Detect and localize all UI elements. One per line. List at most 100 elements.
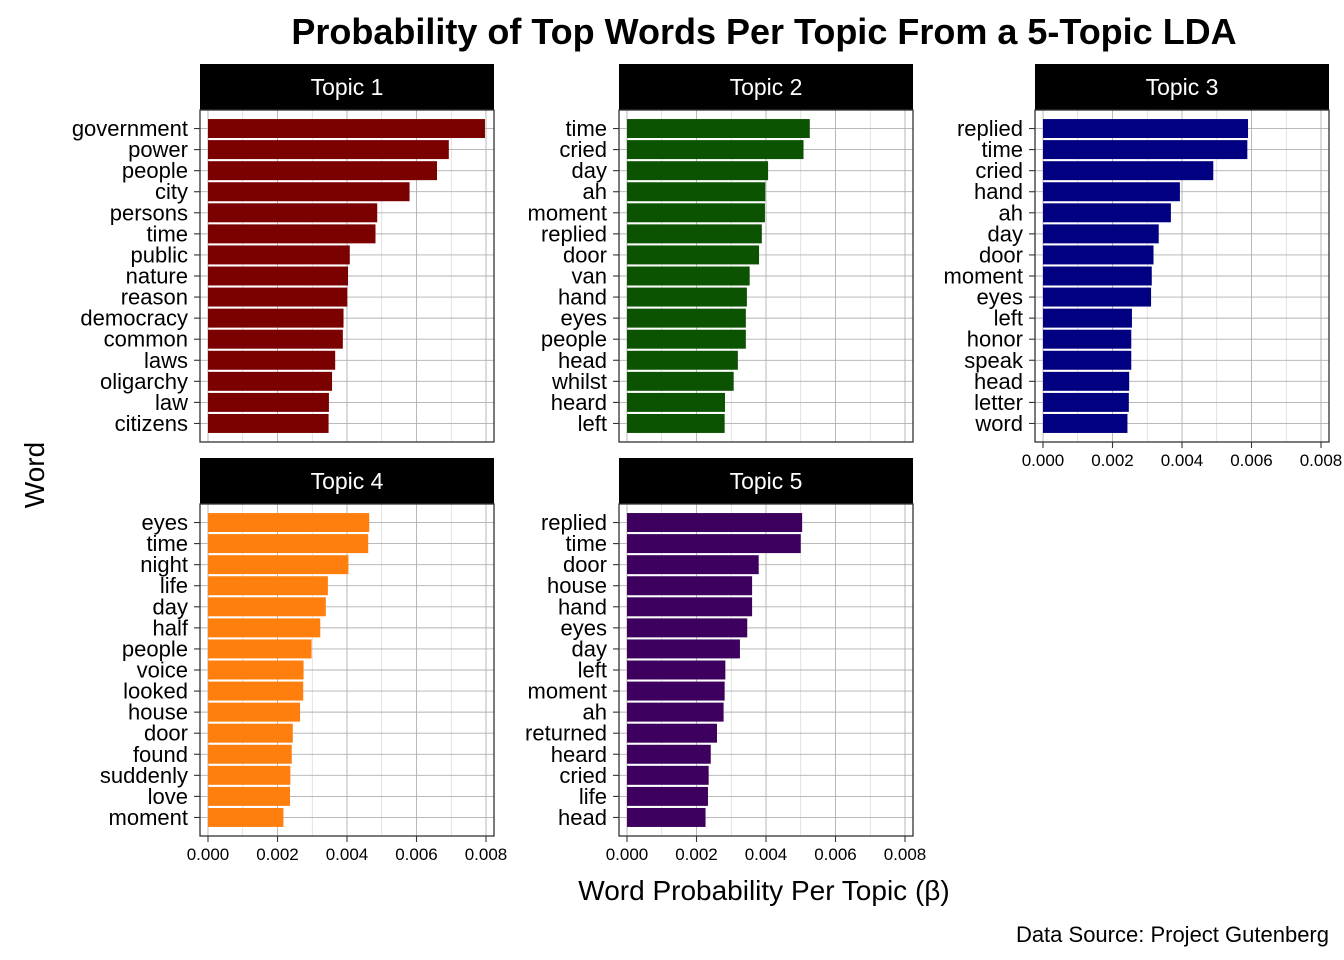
bar-heard xyxy=(627,392,725,412)
word-label: door xyxy=(144,721,188,746)
bar-letter xyxy=(1043,392,1129,412)
bar-life xyxy=(208,576,328,596)
word-label: eyes xyxy=(561,306,607,331)
word-label: cried xyxy=(559,763,607,788)
x-tick-label: 0.004 xyxy=(326,845,369,864)
x-tick-label: 0.004 xyxy=(745,845,788,864)
word-label: suddenly xyxy=(100,763,188,788)
word-label: time xyxy=(146,531,188,556)
word-label: day xyxy=(572,158,607,183)
word-label: power xyxy=(128,137,188,162)
bar-door xyxy=(208,723,293,743)
bar-returned xyxy=(627,723,718,743)
bar-moment xyxy=(1043,266,1152,286)
word-label: hand xyxy=(558,285,607,310)
bar-day xyxy=(208,597,326,617)
word-label: love xyxy=(148,784,188,809)
bar-public xyxy=(208,245,350,265)
bar-half xyxy=(208,618,321,638)
x-tick-label: 0.000 xyxy=(187,845,230,864)
facet-panel-topic-2: Topic 2 timecrieddayahmomentreplieddoorva… xyxy=(528,64,914,443)
bar-ah xyxy=(1043,203,1171,223)
bar-time xyxy=(1043,140,1248,160)
bar-eyes xyxy=(208,513,370,533)
word-label: door xyxy=(979,242,1023,267)
x-tick-label: 0.002 xyxy=(256,845,299,864)
word-label: nature xyxy=(126,264,188,289)
bar-eyes xyxy=(627,308,746,328)
bar-reason xyxy=(208,287,348,307)
word-label: public xyxy=(131,242,188,267)
x-tick-label: 0.000 xyxy=(1022,451,1065,470)
bar-replied xyxy=(1043,119,1249,139)
facet-panel-topic-1: Topic 1 governmentpowerpeoplecitypersonst… xyxy=(72,64,495,443)
word-label: eyes xyxy=(142,510,188,535)
word-label: day xyxy=(572,636,607,661)
word-label: speak xyxy=(964,348,1024,373)
word-label: government xyxy=(72,116,188,141)
word-label: day xyxy=(988,221,1023,246)
word-label: people xyxy=(122,158,188,183)
word-label: whilst xyxy=(551,369,607,394)
bar-people xyxy=(627,329,746,349)
bar-honor xyxy=(1043,329,1132,349)
bar-house xyxy=(208,702,301,722)
bar-door xyxy=(627,555,759,575)
panel-border xyxy=(618,109,914,443)
facet-panels: Topic 1governmentpowerpeoplecitypersonst… xyxy=(72,64,1342,864)
facet-panel-topic-5: Topic 5 repliedtimedoorhousehandeyesdayle… xyxy=(525,458,926,864)
bar-heard xyxy=(627,744,711,764)
bar-day xyxy=(1043,224,1159,244)
facet-strip-label: Topic 1 xyxy=(311,74,384,100)
facet-strip-label: Topic 5 xyxy=(730,468,803,494)
y-axis-title: Word xyxy=(19,442,50,508)
word-label: cried xyxy=(975,158,1023,183)
bar-suddenly xyxy=(208,765,291,785)
bar-head xyxy=(627,350,738,370)
bar-cried xyxy=(1043,161,1214,181)
bar-left xyxy=(627,660,726,680)
word-label: democracy xyxy=(80,306,188,331)
facet-strip-label: Topic 4 xyxy=(311,468,384,494)
word-label: time xyxy=(565,531,607,556)
word-label: left xyxy=(578,658,607,683)
bar-life xyxy=(627,786,708,806)
bar-cried xyxy=(627,140,804,160)
chart-title: Probability of Top Words Per Topic From … xyxy=(291,11,1236,52)
bar-word xyxy=(1043,413,1128,433)
facet-strip-label: Topic 3 xyxy=(1146,74,1219,100)
bar-head xyxy=(1043,371,1130,391)
bar-common xyxy=(208,329,343,349)
facet-strip xyxy=(619,64,913,110)
word-label: people xyxy=(541,327,607,352)
bar-time xyxy=(627,534,801,554)
x-tick-label: 0.002 xyxy=(1091,451,1134,470)
word-label: head xyxy=(558,805,607,830)
x-axis-title: Word Probability Per Topic (β) xyxy=(578,875,949,906)
word-label: city xyxy=(155,179,188,204)
facet-strip-label: Topic 2 xyxy=(730,74,803,100)
word-label: ah xyxy=(583,700,607,725)
x-tick-label: 0.008 xyxy=(884,845,927,864)
word-label: ah xyxy=(583,179,607,204)
word-label: moment xyxy=(109,805,188,830)
bar-persons xyxy=(208,203,378,223)
word-label: ah xyxy=(999,200,1023,225)
word-label: door xyxy=(563,242,607,267)
word-label: eyes xyxy=(561,615,607,640)
bar-time xyxy=(208,224,376,244)
facet-strip xyxy=(619,458,913,504)
word-label: heard xyxy=(551,742,607,767)
bar-moment xyxy=(627,681,725,701)
x-tick-label: 0.006 xyxy=(395,845,438,864)
facet-strip xyxy=(200,458,494,504)
x-tick-label: 0.000 xyxy=(606,845,649,864)
bar-door xyxy=(1043,245,1154,265)
bar-time xyxy=(627,119,810,139)
bar-law xyxy=(208,392,329,412)
facet-panel-topic-4: Topic 4 eyestimenightlifedayhalfpeoplevoi… xyxy=(100,458,507,864)
bar-power xyxy=(208,140,449,160)
bar-day xyxy=(627,639,740,659)
bar-ah xyxy=(627,182,766,202)
